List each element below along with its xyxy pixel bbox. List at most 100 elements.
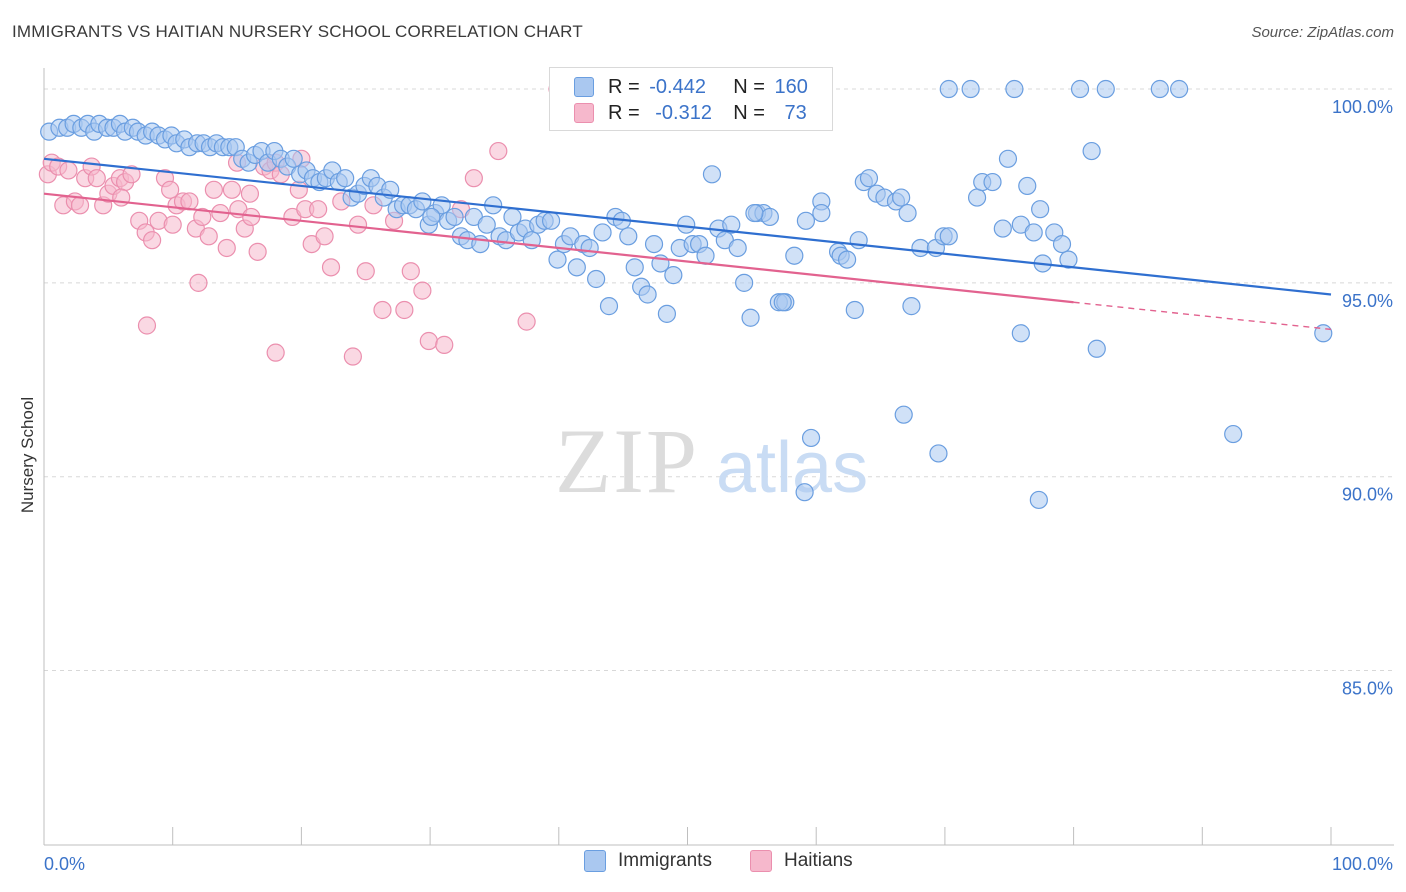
haitians-point <box>348 215 368 234</box>
immigrants-point <box>284 149 303 168</box>
immigrants-point <box>1005 79 1024 99</box>
immigrants-point <box>812 203 831 223</box>
immigrants-point <box>1096 79 1115 99</box>
haitians-point <box>321 258 341 277</box>
immigrants-point <box>702 165 722 184</box>
immigrants-point <box>722 215 741 234</box>
haitians-point <box>373 300 392 320</box>
haitians-point <box>309 200 328 219</box>
haitians-point <box>87 169 106 188</box>
immigrants-point <box>859 169 879 188</box>
immigrants-point <box>929 444 948 463</box>
haitians-point <box>193 207 212 227</box>
immigrants-point <box>795 483 814 502</box>
legend-r-label: R = <box>608 75 640 98</box>
haitians-point <box>266 343 285 362</box>
immigrants-point <box>741 308 760 327</box>
tick-labels: 100.0% 95.0% 90.0% 85.0% 0.0% 100.0% <box>44 97 1393 874</box>
haitians-point <box>413 281 432 300</box>
haitians-point <box>161 180 180 199</box>
immigrants-point <box>902 297 921 316</box>
immigrants-point <box>644 234 664 254</box>
y-tick-label: 95.0% <box>1342 291 1393 311</box>
immigrants-point <box>1170 79 1189 99</box>
haitians-point <box>289 180 308 199</box>
haitians-point <box>489 141 508 161</box>
haitians-point <box>248 242 267 261</box>
immigrants-point <box>967 188 987 207</box>
immigrants-points <box>40 79 1333 510</box>
immigrants-point <box>728 238 747 258</box>
legend-n-value: 160 <box>774 75 808 98</box>
immigrants-point <box>785 246 804 265</box>
haitians-point <box>356 262 375 281</box>
immigrants-point <box>1052 234 1072 254</box>
stats-legend: R = -0.442 N = 160 R = -0.312 N = 73 <box>549 67 833 131</box>
legend-item-haitians[interactable]: Haitians <box>750 850 853 872</box>
immigrants-point <box>587 269 606 289</box>
haitians-trend-line-extension <box>1073 301 1332 331</box>
legend-r-label: R = <box>608 101 640 124</box>
haitians-point <box>464 169 483 188</box>
haitians-point <box>122 165 141 184</box>
immigrants-point <box>677 215 696 234</box>
immigrants-point <box>593 223 612 242</box>
watermark-atlas: atlas <box>716 428 868 508</box>
legend-n-label: N = <box>733 101 765 124</box>
legend-item-immigrants[interactable]: Immigrants <box>584 850 712 872</box>
immigrants-point <box>1059 250 1078 269</box>
x-tick-label: 0.0% <box>44 854 85 874</box>
haitians-point <box>143 231 162 250</box>
legend-row-haitians: R = -0.312 N = 73 <box>574 100 807 126</box>
immigrants-point <box>1087 339 1106 358</box>
haitians-point <box>240 184 260 203</box>
legend-n-value: 73 <box>784 101 807 124</box>
immigrants-point <box>898 203 917 223</box>
haitians-point <box>70 196 90 215</box>
immigrants-point <box>1070 79 1090 99</box>
immigrants-point <box>1150 79 1169 99</box>
immigrants-point <box>939 79 958 99</box>
immigrants-point <box>939 227 958 246</box>
watermark-zip: ZIP <box>555 410 699 512</box>
y-tick-label: 100.0% <box>1332 97 1393 117</box>
immigrants-point <box>911 238 930 258</box>
legend-swatch-haitians <box>750 850 772 872</box>
haitians-point <box>199 227 218 246</box>
haitians-points <box>38 79 568 366</box>
haitians-point <box>395 300 414 320</box>
haitians-point <box>343 347 362 366</box>
legend-row-immigrants: R = -0.442 N = 160 <box>574 74 808 100</box>
source-label: Source: ZipAtlas.com <box>1251 24 1394 41</box>
immigrants-point <box>477 215 496 234</box>
legend-r-value: -0.442 <box>649 75 706 98</box>
series-legend: Immigrants Haitians <box>0 850 1406 878</box>
immigrants-point <box>336 169 355 188</box>
immigrants-point <box>657 304 677 323</box>
immigrants-point <box>1031 200 1050 219</box>
legend-r-value: -0.312 <box>655 101 712 124</box>
immigrants-point <box>445 207 464 227</box>
legend-swatch-immigrants <box>584 850 606 872</box>
legend-swatch-immigrants <box>574 77 594 97</box>
immigrants-point <box>983 172 1002 192</box>
y-tick-label: 90.0% <box>1342 485 1393 505</box>
watermark: ZIP atlas <box>555 410 868 512</box>
immigrants-point <box>894 405 913 424</box>
immigrants-point <box>760 207 779 227</box>
haitians-trend-line <box>43 192 1074 304</box>
legend-swatch-haitians <box>574 103 594 123</box>
haitians-point <box>217 238 236 258</box>
immigrants-point <box>541 211 561 230</box>
immigrants-point <box>773 293 792 312</box>
y-tick-label: 85.0% <box>1342 679 1393 699</box>
immigrants-point <box>837 250 857 269</box>
immigrants-point <box>745 203 764 223</box>
haitians-point <box>419 331 438 351</box>
haitians-point <box>189 273 208 292</box>
immigrants-trend-line <box>43 157 1332 296</box>
immigrants-point <box>567 258 586 277</box>
immigrants-point <box>961 79 980 99</box>
haitians-point <box>435 335 454 354</box>
